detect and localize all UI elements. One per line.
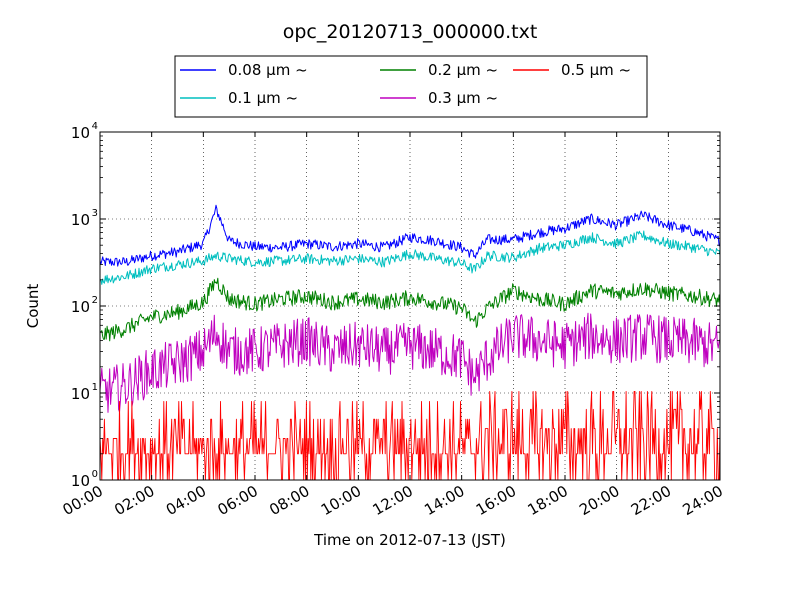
series-line xyxy=(99,277,721,342)
legend-item: 0.2 μm ~ xyxy=(380,61,498,79)
legend-label: 0.2 μm ~ xyxy=(428,61,498,79)
series-line xyxy=(99,391,721,481)
y-tick-label-exp: 3 xyxy=(92,208,98,219)
x-axis-label: Time on 2012-07-13 (JST) xyxy=(313,531,506,549)
y-tick-label-exp: 1 xyxy=(92,382,98,393)
legend-box xyxy=(174,55,648,118)
y-tick-label: 10 1 xyxy=(71,382,98,403)
x-tick-label: 18:00 xyxy=(525,482,571,519)
y-tick-label-exp: 4 xyxy=(92,121,98,132)
y-tick-label-exp: 2 xyxy=(92,295,98,306)
y-tick-label-base: 10 xyxy=(71,472,90,490)
y-tick-label-base: 10 xyxy=(71,385,90,403)
y-tick-label: 10 3 xyxy=(71,208,98,229)
x-tick-label: 10:00 xyxy=(318,482,364,519)
y-tick-label-base: 10 xyxy=(71,298,90,316)
legend-item: 0.5 μm ~ xyxy=(513,61,631,79)
y-tick-label-exp: 0 xyxy=(92,469,98,480)
x-tick-label: 16:00 xyxy=(473,482,519,519)
y-tick-label: 10 2 xyxy=(71,295,98,316)
legend-label: 0.08 μm ~ xyxy=(228,61,308,79)
x-tick-label: 12:00 xyxy=(370,482,416,519)
legend-item: 0.08 μm ~ xyxy=(180,61,308,79)
series-lines xyxy=(99,204,721,481)
legend: 0.08 μm ~ 0.1 μm ~ 0.2 μm ~ 0.3 μm ~ 0.5 μm … xyxy=(174,55,648,118)
series-line xyxy=(99,204,721,267)
series-line xyxy=(99,312,721,413)
x-tick-label: 04:00 xyxy=(163,482,209,519)
y-axis-label: Count xyxy=(24,284,42,329)
y-tick-label: 10 4 xyxy=(71,121,98,142)
x-tick-label: 22:00 xyxy=(628,482,674,519)
x-tick-label: 02:00 xyxy=(111,482,157,519)
x-tick-label: 14:00 xyxy=(421,482,467,519)
x-tick-label: 06:00 xyxy=(215,482,261,519)
y-tick-label-base: 10 xyxy=(71,124,90,142)
x-tick-label: 08:00 xyxy=(266,482,312,519)
series-line xyxy=(99,230,721,285)
legend-item: 0.3 μm ~ xyxy=(380,89,498,107)
legend-item: 0.1 μm ~ xyxy=(180,89,298,107)
x-tick-label: 24:00 xyxy=(680,482,726,519)
y-tick-label: 10 0 xyxy=(71,469,98,490)
legend-label: 0.5 μm ~ xyxy=(561,61,631,79)
x-tick-label: 20:00 xyxy=(576,482,622,519)
legend-label: 0.1 μm ~ xyxy=(228,89,298,107)
legend-label: 0.3 μm ~ xyxy=(428,89,498,107)
grid xyxy=(100,132,720,480)
chart-title: opc_20120713_000000.txt xyxy=(283,21,538,43)
y-tick-label-base: 10 xyxy=(71,211,90,229)
